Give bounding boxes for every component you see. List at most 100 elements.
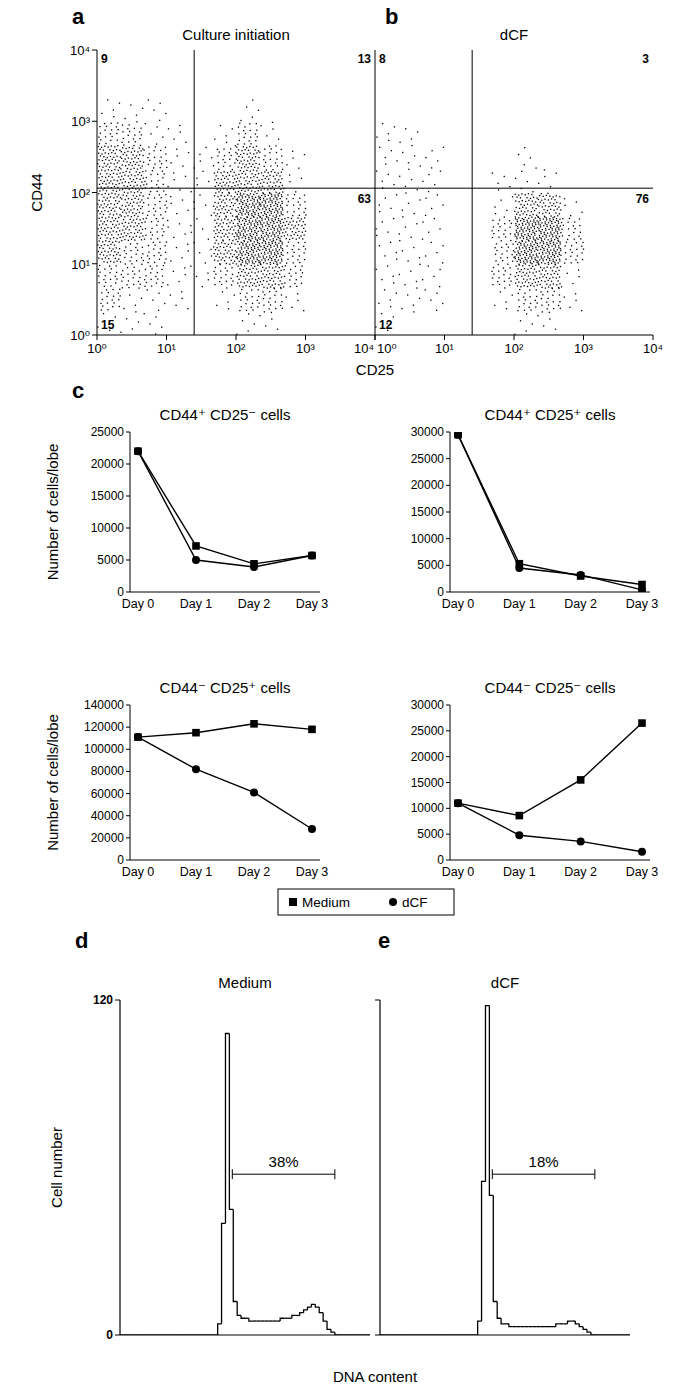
- event-dot: [220, 205, 221, 206]
- event-dot: [223, 229, 224, 230]
- event-dot: [216, 189, 217, 190]
- event-dot: [136, 260, 137, 261]
- event-dot: [150, 232, 151, 233]
- event-dot: [103, 230, 104, 231]
- event-dot: [114, 210, 115, 211]
- event-dot: [261, 253, 262, 254]
- event-dot: [227, 172, 228, 173]
- event-dot: [295, 232, 296, 233]
- event-dot: [226, 281, 227, 282]
- event-dot: [247, 154, 248, 155]
- event-dot: [176, 213, 177, 214]
- event-dot: [248, 313, 249, 314]
- event-dot: [108, 153, 109, 154]
- event-dot: [143, 162, 144, 163]
- event-dot: [281, 294, 282, 295]
- density-cell: [97, 145, 121, 168]
- event-dot: [119, 289, 120, 290]
- event-dot: [241, 247, 242, 248]
- event-dot: [119, 172, 120, 173]
- event-dot: [228, 192, 229, 193]
- event-dot: [248, 195, 249, 196]
- event-dot: [105, 217, 106, 218]
- event-dot: [99, 143, 100, 144]
- event-dot: [248, 207, 249, 208]
- event-dot: [126, 171, 127, 172]
- event-dot: [119, 214, 120, 215]
- event-dot: [234, 162, 235, 163]
- event-dot: [98, 177, 99, 178]
- event-dot: [280, 241, 281, 242]
- event-dot: [107, 157, 108, 158]
- event-dot: [271, 253, 272, 254]
- event-dot: [301, 266, 302, 267]
- event-dot: [247, 183, 248, 184]
- event-dot: [276, 214, 277, 215]
- event-dot: [145, 170, 146, 171]
- event-dot: [241, 264, 242, 265]
- event-dot: [102, 167, 103, 168]
- event-dot: [126, 235, 127, 236]
- event-dot: [258, 180, 259, 181]
- event-dot: [120, 168, 121, 169]
- event-dot: [280, 182, 281, 183]
- event-dot: [122, 131, 123, 132]
- event-dot: [134, 233, 135, 234]
- event-dot: [107, 309, 108, 310]
- event-dot: [185, 176, 186, 177]
- event-dot: [234, 261, 235, 262]
- event-dot: [113, 302, 114, 303]
- event-dot: [155, 146, 156, 147]
- event-dot: [245, 219, 246, 220]
- event-dot: [128, 141, 129, 142]
- event-dot: [137, 216, 138, 217]
- event-dot: [157, 174, 158, 175]
- event-dot: [131, 174, 132, 175]
- event-dot: [275, 196, 276, 197]
- event-dot: [115, 166, 116, 167]
- event-dot: [299, 262, 300, 263]
- event-dot: [262, 231, 263, 232]
- event-dot: [128, 164, 129, 165]
- event-dot: [148, 204, 149, 205]
- event-dot: [217, 213, 218, 214]
- event-dot: [245, 296, 246, 297]
- event-dot: [249, 226, 250, 227]
- event-dot: [102, 189, 103, 190]
- event-dot: [235, 174, 236, 175]
- event-dot: [279, 240, 280, 241]
- event-dot: [108, 194, 109, 195]
- event-dot: [163, 224, 164, 225]
- event-dot: [266, 216, 267, 217]
- event-dot: [112, 190, 113, 191]
- event-dot: [119, 230, 120, 231]
- event-dot: [220, 253, 221, 254]
- event-dot: [137, 168, 138, 169]
- event-dot: [263, 280, 264, 281]
- event-dot: [214, 277, 215, 278]
- event-dot: [239, 310, 240, 311]
- event-dot: [112, 224, 113, 225]
- event-dot: [248, 239, 249, 240]
- event-dot: [141, 175, 142, 176]
- event-dot: [112, 230, 113, 231]
- event-dot: [304, 201, 305, 202]
- event-dot: [290, 235, 291, 236]
- event-dot: [233, 205, 234, 206]
- event-dot: [110, 285, 111, 286]
- event-dot: [239, 285, 240, 286]
- event-dot: [162, 275, 163, 276]
- event-dot: [269, 266, 270, 267]
- density-cell: [259, 312, 278, 330]
- event-dot: [112, 159, 113, 160]
- event-dot: [285, 265, 286, 266]
- event-dot: [259, 209, 260, 210]
- event-dot: [111, 193, 112, 194]
- event-dot: [265, 178, 266, 179]
- event-dot: [279, 233, 280, 234]
- event-dot: [202, 228, 203, 229]
- event-dot: [161, 163, 162, 164]
- event-dot: [127, 226, 128, 227]
- event-dot: [148, 245, 149, 246]
- density-cell: [191, 171, 210, 193]
